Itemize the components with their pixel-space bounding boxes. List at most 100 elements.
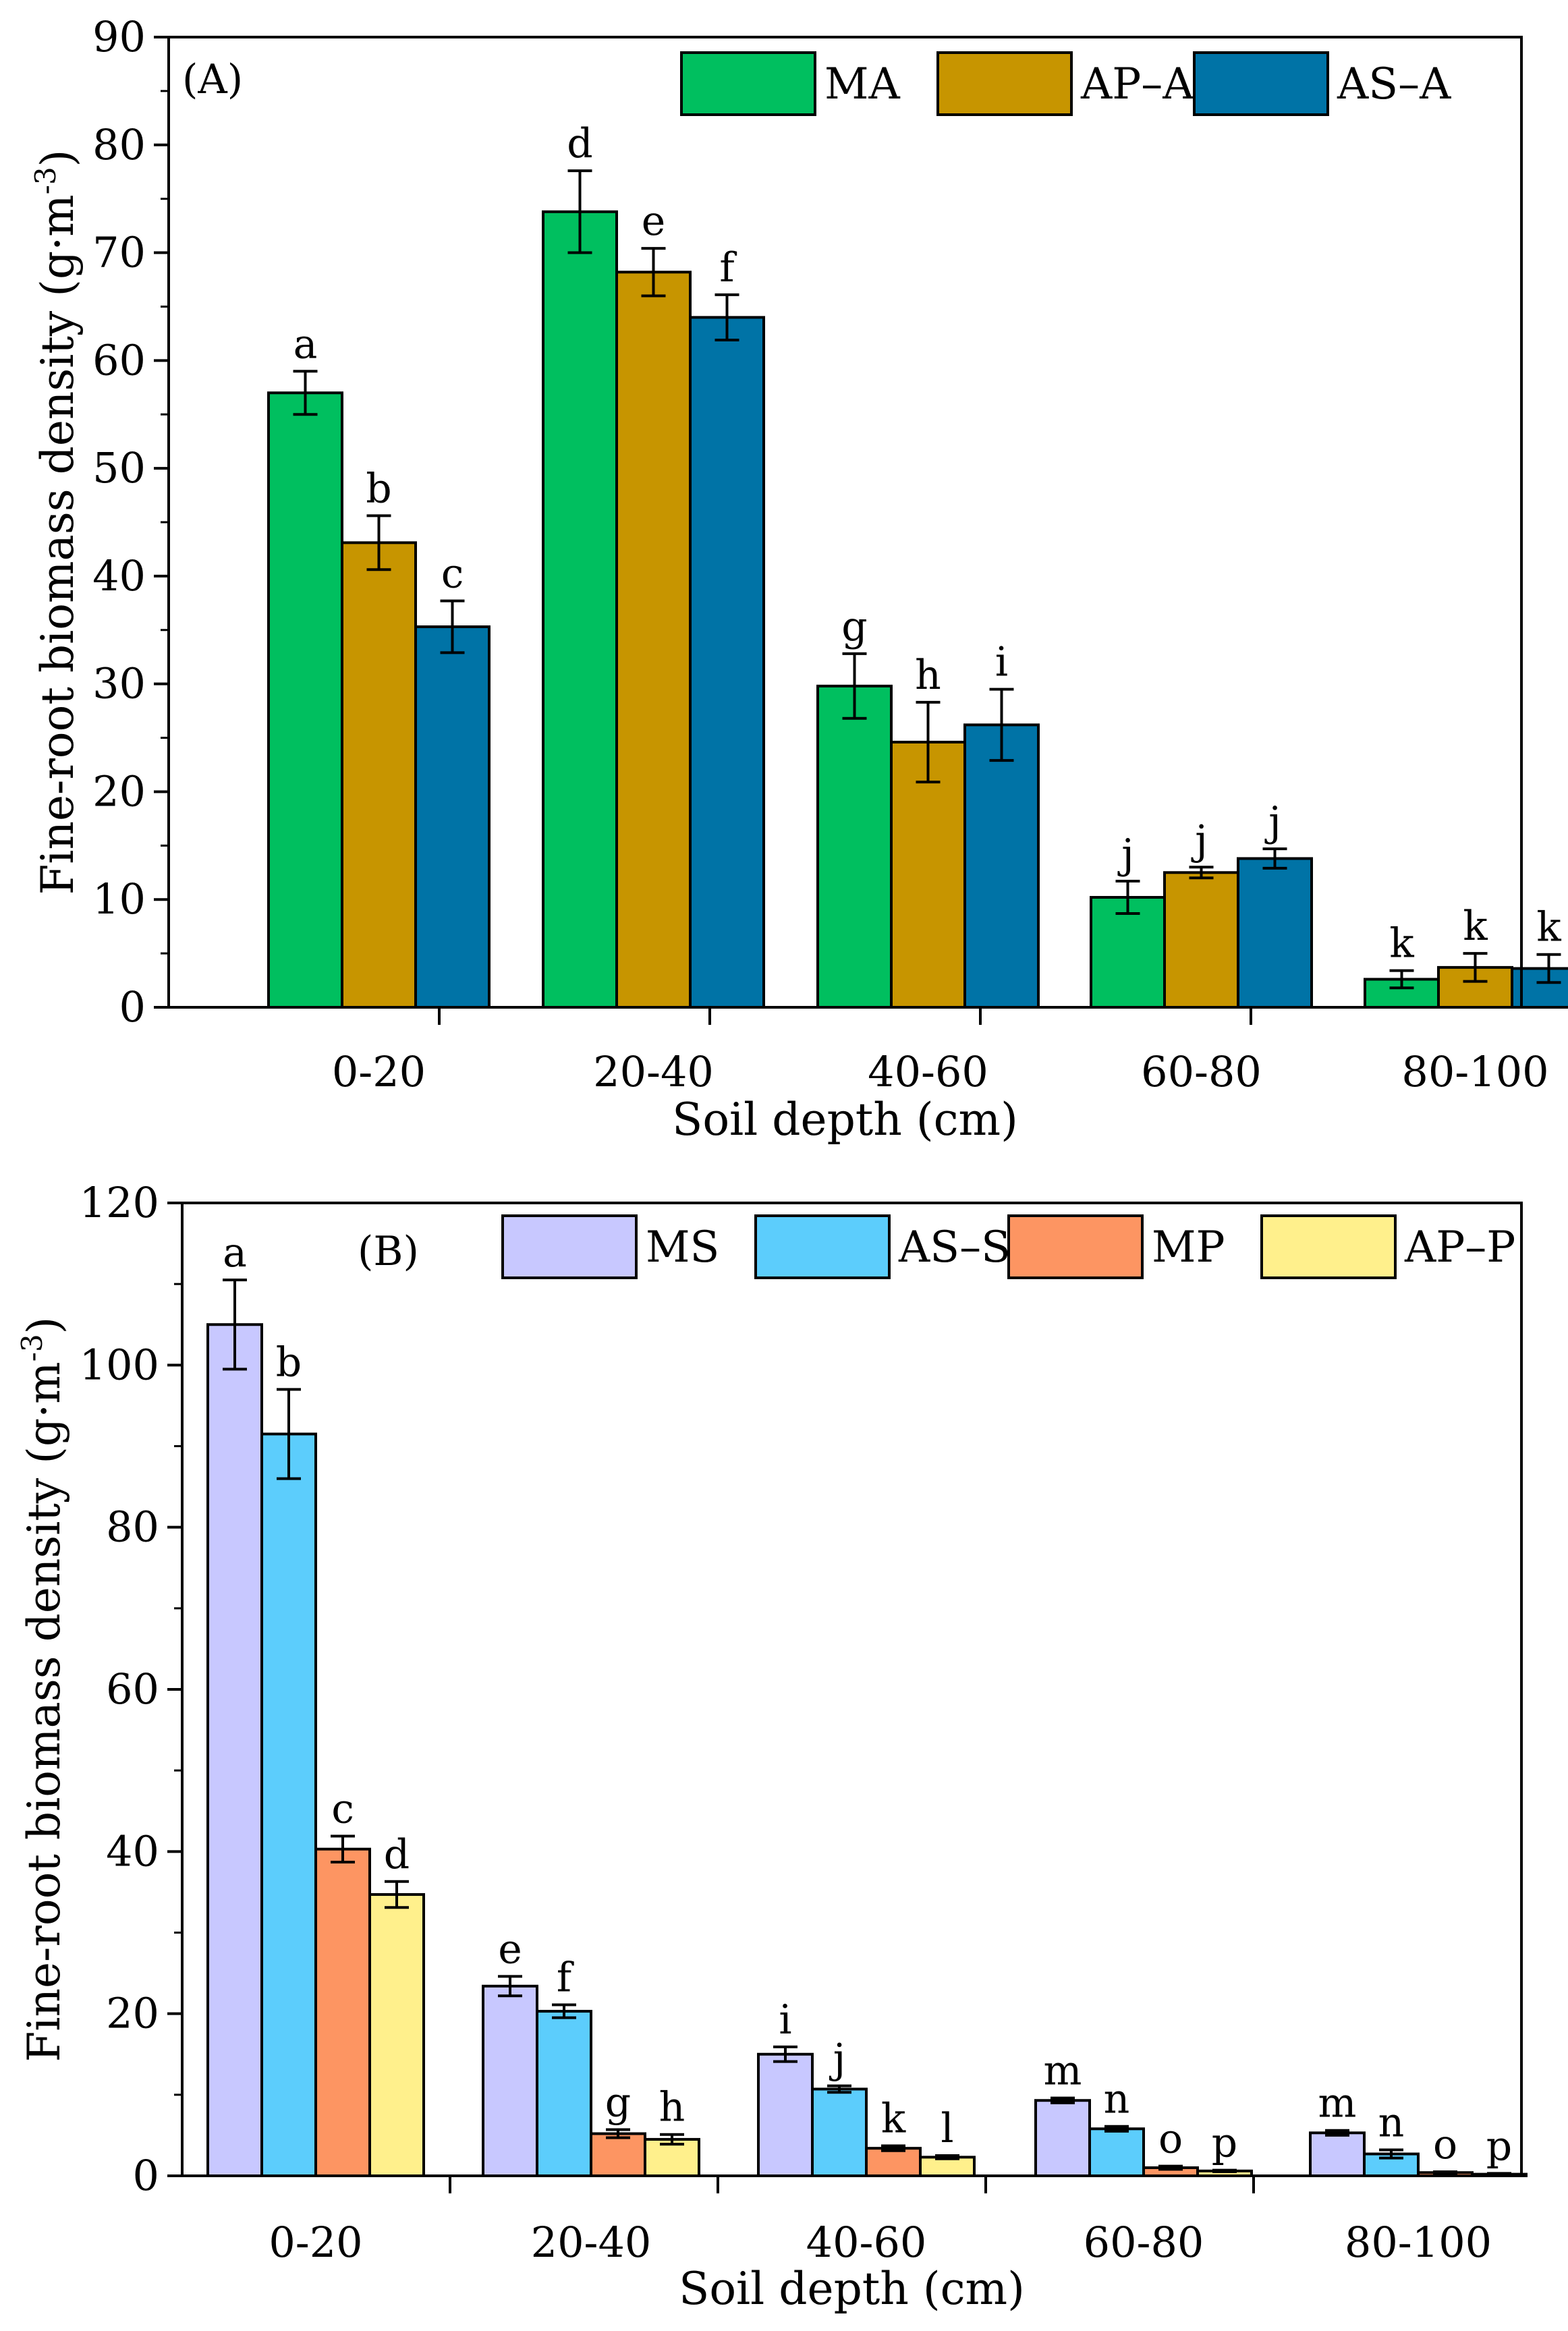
legend-label: AP–P: [1404, 1223, 1515, 1272]
significance-letter: k: [1389, 920, 1414, 967]
bar: [536, 2010, 592, 2178]
bar: [1309, 2131, 1366, 2178]
bar: [267, 391, 343, 1009]
significance-letter: c: [331, 1786, 354, 1833]
significance-letter: i: [995, 639, 1008, 686]
panel-label: (B): [358, 1228, 419, 1275]
bar: [206, 1323, 263, 2177]
legend-swatch: [1193, 51, 1329, 116]
significance-letter: j: [1264, 798, 1281, 845]
y-tick-label: 40: [92, 551, 146, 600]
x-tick-label: 0-20: [332, 1047, 426, 1096]
significance-letter: k: [881, 2096, 906, 2143]
significance-letter: o: [1433, 2121, 1457, 2168]
significance-letter: e: [498, 1926, 522, 1973]
significance-letter: g: [841, 603, 867, 650]
bar: [757, 2052, 814, 2177]
significance-letter: a: [223, 1229, 247, 1276]
y-tick-label: 40: [106, 1826, 159, 1876]
significance-letter: e: [642, 198, 666, 245]
bar: [1034, 2099, 1091, 2178]
legend-label: AS–A: [1337, 59, 1451, 109]
y-tick-label: 0: [133, 2151, 159, 2200]
x-tick-label: 0-20: [269, 2218, 362, 2267]
y-tick-label: 90: [92, 12, 146, 61]
y-tick-label: 120: [80, 1178, 159, 1227]
significance-letter: j: [1191, 816, 1208, 864]
bar: [542, 210, 618, 1009]
significance-letter: j: [1117, 831, 1134, 878]
y-tick-label: 80: [106, 1502, 159, 1552]
bar: [1088, 2127, 1145, 2177]
x-tick-label: 40-60: [806, 2218, 927, 2267]
significance-letter: h: [915, 652, 941, 699]
significance-letter: p: [1486, 2123, 1512, 2170]
legend-swatch: [754, 1214, 891, 1279]
y-tick-label: 30: [92, 659, 146, 708]
y-tick-label: 70: [92, 228, 146, 277]
bar: [816, 684, 893, 1009]
y-axis-title-close: ): [18, 1317, 70, 1335]
significance-letter: h: [659, 2084, 685, 2131]
y-tick-label: 100: [80, 1340, 159, 1389]
significance-letter: n: [1104, 2076, 1130, 2123]
significance-letter: b: [366, 465, 391, 512]
bar: [260, 1432, 317, 2178]
x-tick-label: 20-40: [531, 2218, 652, 2267]
legend-label: MA: [824, 59, 901, 109]
significance-letter: m: [1044, 2048, 1082, 2095]
significance-letter: j: [829, 2035, 846, 2083]
chart-panel-b: a e i m m b f j n n c g k o o d h l p p 0 20 40 60 80 100 120 0-20 2…: [16, 1178, 1528, 2315]
y-tick-label: 20: [92, 766, 146, 816]
x-axis-title: Soil depth (cm): [672, 1094, 1018, 1146]
legend-label: AS–S: [898, 1223, 1011, 1272]
bar: [341, 541, 417, 1009]
legend-swatch: [680, 51, 816, 116]
y-axis-title-main: Fine-root biomass density (g·m: [32, 194, 84, 895]
y-tick-label: 20: [106, 1989, 159, 2038]
bar: [590, 2132, 646, 2178]
x-tick-label: 80-100: [1401, 1047, 1548, 1096]
legend-label: MS: [646, 1223, 719, 1272]
significance-letter: g: [605, 2079, 631, 2127]
bar: [314, 1847, 371, 2177]
bar: [368, 1893, 425, 2178]
significance-letter: l: [941, 2105, 953, 2152]
y-tick-label: 10: [92, 874, 146, 924]
legend-label: MP: [1152, 1223, 1225, 1272]
bar: [414, 625, 491, 1009]
x-tick-label: 60-80: [1141, 1047, 1262, 1096]
y-axis-title-close: ): [32, 150, 84, 167]
bar: [865, 2147, 922, 2177]
x-tick-label: 80-100: [1345, 2218, 1492, 2267]
bar: [482, 1984, 538, 2178]
significance-letter: d: [567, 120, 592, 167]
y-tick-label: 0: [119, 982, 146, 1032]
significance-letter: m: [1318, 2080, 1357, 2127]
significance-letter: b: [276, 1339, 302, 1386]
y-tick-label: 80: [92, 120, 146, 169]
significance-letter: f: [557, 1954, 574, 2001]
y-tick-label: 60: [106, 1664, 159, 1714]
bar: [615, 271, 692, 1009]
x-tick-label: 20-40: [593, 1047, 714, 1096]
legend-swatch: [936, 51, 1073, 116]
significance-letter: c: [441, 551, 464, 598]
x-axis-title: Soil depth (cm): [679, 2263, 1025, 2315]
significance-letter: a: [293, 320, 318, 368]
bar: [689, 316, 765, 1009]
significance-letter: o: [1158, 2116, 1183, 2163]
significance-letter: d: [384, 1831, 410, 1878]
chart-panel-a: a d g j k b e h j k c f i j k 0 10 20 30 40 50 60 70 80 90 0-20 20…: [29, 12, 1568, 1146]
y-axis-title: Fine-root biomass density (g·m-3): [16, 1317, 70, 2062]
bar: [963, 723, 1040, 1009]
legend-label: AP–A: [1080, 59, 1194, 109]
significance-letter: k: [1463, 903, 1488, 950]
significance-letter: i: [779, 1996, 791, 2044]
x-tick-label: 40-60: [868, 1047, 988, 1096]
significance-letter: p: [1212, 2120, 1237, 2167]
panel-label: (A): [182, 56, 243, 103]
x-tick-label: 60-80: [1084, 2218, 1204, 2267]
y-axis-title-main: Fine-root biomass density (g·m: [18, 1361, 70, 2062]
